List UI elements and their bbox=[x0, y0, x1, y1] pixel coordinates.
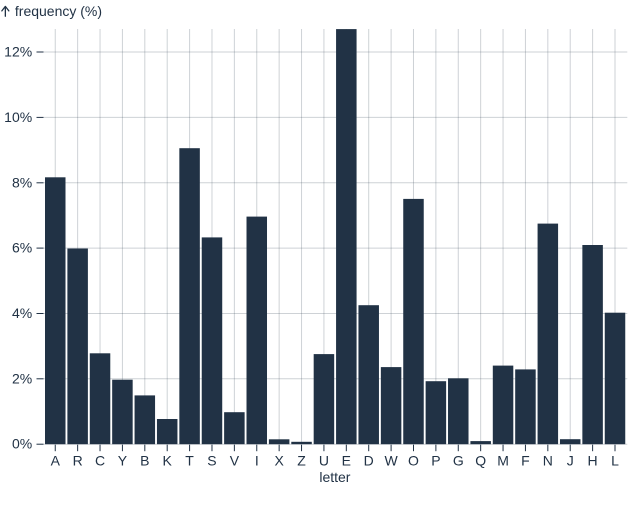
svg-text:I: I bbox=[255, 452, 259, 468]
svg-text:2%: 2% bbox=[12, 370, 32, 386]
svg-text:B: B bbox=[140, 452, 149, 468]
svg-text:A: A bbox=[51, 452, 61, 468]
svg-text:V: V bbox=[230, 452, 240, 468]
svg-text:letter: letter bbox=[319, 469, 350, 485]
svg-text:Y: Y bbox=[118, 452, 128, 468]
svg-text:P: P bbox=[431, 452, 440, 468]
svg-text:Q: Q bbox=[475, 452, 486, 468]
svg-text:F: F bbox=[521, 452, 530, 468]
svg-text:O: O bbox=[408, 452, 419, 468]
svg-text:12%: 12% bbox=[4, 44, 32, 60]
svg-text:M: M bbox=[497, 452, 509, 468]
svg-text:U: U bbox=[319, 452, 329, 468]
svg-text:H: H bbox=[588, 452, 598, 468]
svg-text:Z: Z bbox=[297, 452, 306, 468]
svg-text:G: G bbox=[453, 452, 464, 468]
svg-text:E: E bbox=[342, 452, 351, 468]
svg-text:T: T bbox=[185, 452, 194, 468]
svg-text:N: N bbox=[543, 452, 553, 468]
svg-text:10%: 10% bbox=[4, 109, 32, 125]
svg-text:J: J bbox=[567, 452, 574, 468]
svg-text:X: X bbox=[274, 452, 284, 468]
svg-text:8%: 8% bbox=[12, 174, 32, 190]
svg-text:0%: 0% bbox=[12, 436, 32, 452]
svg-text:frequency (%): frequency (%) bbox=[15, 3, 102, 19]
svg-text:R: R bbox=[73, 452, 83, 468]
svg-text:C: C bbox=[95, 452, 105, 468]
svg-text:S: S bbox=[207, 452, 216, 468]
svg-text:L: L bbox=[611, 452, 619, 468]
svg-text:W: W bbox=[384, 452, 398, 468]
svg-text:4%: 4% bbox=[12, 305, 32, 321]
svg-text:6%: 6% bbox=[12, 240, 32, 256]
svg-text:D: D bbox=[364, 452, 374, 468]
svg-text:K: K bbox=[163, 452, 173, 468]
